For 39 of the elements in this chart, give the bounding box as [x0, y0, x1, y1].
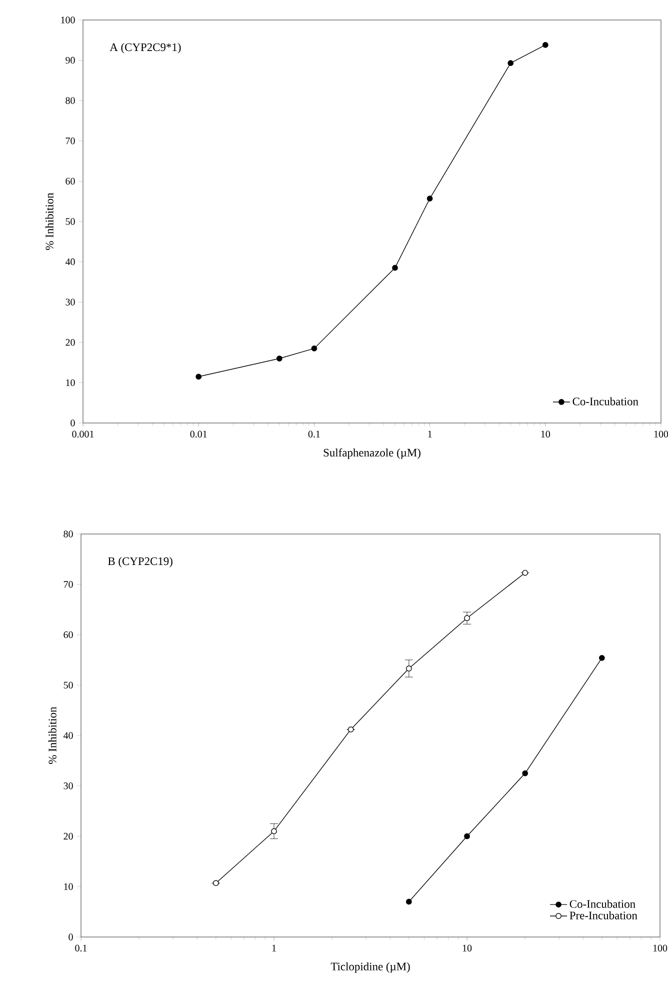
- x-tick-label: 0.01: [190, 430, 207, 438]
- annotation: B (CYP2C19): [108, 557, 172, 568]
- y-tick-label: 60: [66, 178, 75, 185]
- y-tick-label: 80: [66, 97, 75, 104]
- y-tick-label: 0: [68, 934, 73, 940]
- y-axis-title: % Inhibition: [48, 706, 56, 764]
- y-tick-label: 70: [64, 581, 73, 588]
- y-tick-label: 40: [65, 258, 75, 266]
- legend-label: Pre-Incubation: [570, 911, 638, 920]
- x-tick-label: 1: [428, 430, 432, 438]
- x-axis-title: Ticlopidine (µM): [330, 962, 410, 973]
- x-axis-title: Sulfaphenazole (µM): [324, 448, 420, 459]
- x-tick-label: 0.001: [72, 430, 94, 438]
- y-tick-label: 10: [66, 379, 75, 386]
- annotation: A (CYP2C9*1): [110, 43, 181, 54]
- x-tick-label: 10: [462, 944, 472, 952]
- y-tick-label: 30: [64, 782, 73, 790]
- x-tick-label: 100: [653, 944, 668, 952]
- y-tick-label: 100: [61, 16, 75, 24]
- y-tick-label: 20: [66, 339, 75, 346]
- y-tick-label: 80: [64, 530, 73, 538]
- y-tick-label: 50: [64, 682, 73, 688]
- x-tick-label: 1: [272, 944, 276, 952]
- legend-label: Co-Incubation: [572, 397, 638, 406]
- y-tick-label: 60: [64, 631, 73, 638]
- x-tick-label: 10: [541, 430, 550, 438]
- y-tick-label: 50: [66, 218, 75, 225]
- x-tick-label: 100: [654, 430, 668, 438]
- y-tick-label: 10: [64, 883, 73, 890]
- y-tick-label: 0: [70, 420, 75, 426]
- y-tick-label: 20: [64, 832, 73, 840]
- y-tick-label: 40: [63, 732, 73, 739]
- y-tick-label: 90: [66, 56, 75, 64]
- x-tick-label: 0.1: [308, 430, 320, 438]
- y-axis-title: % Inhibition: [45, 192, 54, 250]
- y-tick-label: 30: [66, 298, 75, 306]
- legend-label: Co-Incubation: [570, 900, 636, 908]
- x-tick-label: 0.1: [75, 944, 87, 952]
- y-tick-label: 70: [66, 138, 75, 144]
